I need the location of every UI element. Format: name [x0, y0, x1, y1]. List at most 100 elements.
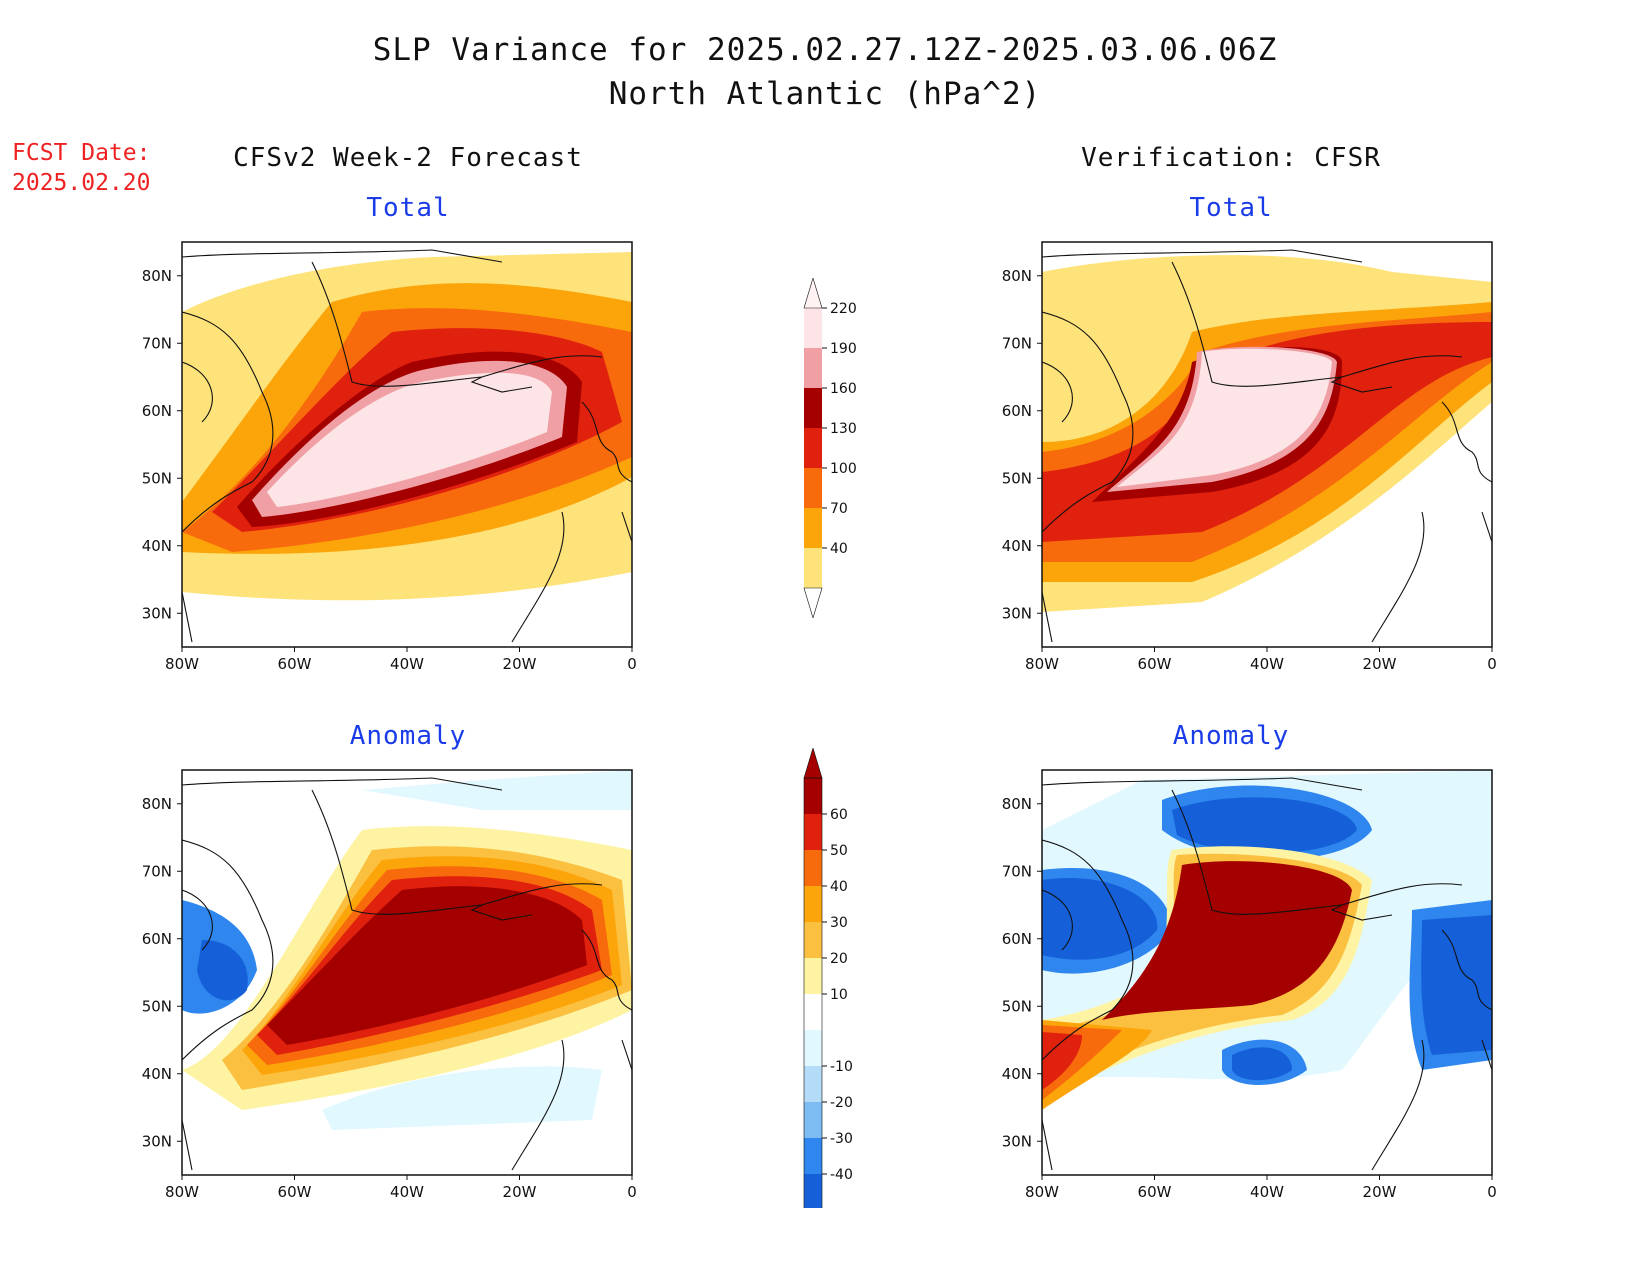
map-frame: 80W 60W 40W 20W 0 30N 40N 50N 60N 70N 80N [142, 769, 637, 1201]
lat-label: 70N [1002, 334, 1032, 352]
contour-region [267, 886, 587, 1045]
colorbar-label: -10 [830, 1059, 853, 1075]
colorbar-label: 100 [830, 461, 857, 477]
lat-label: 60N [1002, 930, 1032, 948]
main-title-line2: North Atlantic (hPa^2) [608, 76, 1042, 112]
lon-label: 40W [390, 1183, 424, 1201]
coastline [311, 789, 603, 915]
contour-region [1232, 1047, 1292, 1081]
lon-label: 40W [1250, 655, 1284, 673]
colorbar-segment [804, 468, 822, 508]
coastline [1330, 904, 1393, 921]
coastlines [182, 777, 632, 1171]
forecast-column-heading: CFSv2 Week-2 Forecast [233, 143, 583, 173]
colorbar-segment [804, 1138, 822, 1174]
colorbar-anomaly: -40 -30 -20 -10 10 20 30 40 50 60 [803, 748, 853, 1208]
contour-region [322, 1066, 602, 1130]
contour-region [1042, 1032, 1082, 1090]
lon-label: 0 [627, 655, 637, 673]
map-frame: 80W 60W 40W 20W 0 30N 40N 50N 60N 70N 80N [142, 241, 637, 673]
colorbar-label: 40 [830, 879, 848, 895]
lon-label: 0 [1487, 655, 1497, 673]
colorbar-label: 160 [830, 381, 857, 397]
colorbar-label: 10 [830, 987, 848, 1003]
forecast-date-label: FCST Date: [12, 140, 151, 166]
lat-label: 50N [142, 469, 172, 487]
lon-label: 80W [165, 655, 199, 673]
colorbar-top-arrow [803, 748, 823, 779]
coastline [1441, 929, 1492, 1011]
lon-label: 60W [278, 1183, 312, 1201]
verification-column-heading: Verification: CFSR [1081, 143, 1381, 173]
panel-title-verification-total: Total [1189, 193, 1273, 223]
coastline [1042, 591, 1053, 643]
lat-label: 70N [142, 862, 172, 880]
lat-label: 50N [142, 997, 172, 1015]
colorbar-label: 130 [830, 421, 857, 437]
contour-region [267, 372, 552, 507]
coastline [1441, 401, 1492, 483]
colorbar-top-arrow [803, 278, 823, 309]
coastline [182, 249, 503, 263]
contour-fills [1042, 770, 1492, 1110]
coastline [1042, 361, 1073, 423]
coastline [470, 904, 533, 921]
coastlines [1042, 249, 1492, 643]
lon-label: 80W [165, 1183, 199, 1201]
map-verification-total: 80W 60W 40W 20W 0 30N 40N 50N 60N 70N 80N [1002, 241, 1497, 673]
colorbar-segment [804, 850, 822, 886]
contour-region [1421, 915, 1492, 1055]
colorbar-segment [804, 508, 822, 548]
map-verification-anomaly: 80W 60W 40W 20W 0 30N 40N 50N 60N 70N 80N [1002, 769, 1497, 1201]
lon-label: 20W [503, 655, 537, 673]
colorbar-segment [804, 922, 822, 958]
colorbar-segment [804, 388, 822, 428]
map-frame: 80W 60W 40W 20W 0 30N 40N 50N 60N 70N 80N [1002, 241, 1497, 673]
lon-label: 60W [278, 655, 312, 673]
colorbar-bottom-arrow [803, 587, 823, 618]
coastline [1481, 1039, 1492, 1071]
lat-label: 50N [1002, 469, 1032, 487]
main-title-line1: SLP Variance for 2025.02.27.12Z-2025.03.… [372, 32, 1278, 68]
colorbar-segment [804, 1102, 822, 1138]
colorbar-segment [804, 1066, 822, 1102]
colorbar-label: -40 [830, 1167, 853, 1183]
lon-label: 80W [1025, 1183, 1059, 1201]
panel-title-forecast-anomaly: Anomaly [349, 721, 467, 751]
lat-label: 30N [142, 1132, 172, 1150]
coastline [1042, 249, 1363, 263]
lat-label: 50N [1002, 997, 1032, 1015]
colorbar-segment [804, 1174, 822, 1208]
lon-label: 60W [1138, 655, 1172, 673]
coastline [1042, 311, 1134, 533]
coastline [1171, 789, 1463, 915]
colorbar-label: 50 [830, 843, 848, 859]
colorbar-segment [804, 548, 822, 588]
coastline [182, 361, 213, 423]
forecast-date-value: 2025.02.20 [12, 170, 151, 196]
coastline [621, 511, 632, 543]
colorbar-segment [804, 348, 822, 388]
coastlines [1042, 777, 1492, 1171]
colorbar-total: 40 70 100 130 160 190 220 [803, 278, 857, 618]
contour-region [1117, 348, 1332, 487]
coastlines [182, 249, 632, 643]
lat-label: 40N [142, 1065, 172, 1083]
colorbar-label: 220 [830, 301, 857, 317]
colorbar-segment [804, 958, 822, 994]
lon-label: 40W [390, 655, 424, 673]
coastline [182, 889, 213, 951]
map-forecast-anomaly: 80W 60W 40W 20W 0 30N 40N 50N 60N 70N 80N [142, 769, 637, 1201]
colorbar-segment [804, 308, 822, 348]
coastline [511, 511, 565, 643]
colorbar-label: -20 [830, 1095, 853, 1111]
colorbar-label: 30 [830, 915, 848, 931]
lat-label: 80N [1002, 795, 1032, 813]
contour-region [1172, 797, 1357, 854]
lat-label: 30N [1002, 604, 1032, 622]
colorbar-segment [804, 1030, 822, 1066]
colorbar-label: 190 [830, 341, 857, 357]
coastline [470, 376, 533, 393]
coastline [182, 1119, 193, 1171]
lat-label: 70N [142, 334, 172, 352]
